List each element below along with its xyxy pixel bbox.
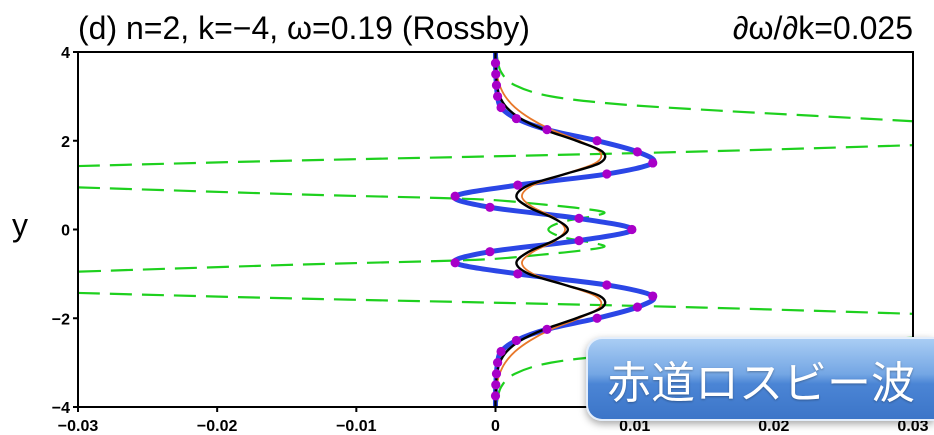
x-tick-label: 0 (491, 418, 500, 435)
data-point-marker (648, 158, 658, 168)
data-point-marker (542, 125, 552, 135)
data-point-marker (574, 235, 584, 246)
chart-title: (d) n=2, k=−4, ω=0.19 (Rossby) (78, 10, 530, 46)
data-point-marker (592, 313, 602, 323)
data-point-marker (602, 280, 612, 290)
data-point-marker (491, 369, 502, 379)
equatorial-rossby-wave-button[interactable]: 赤道ロスビー波 (586, 337, 934, 421)
data-point-marker (648, 291, 658, 301)
data-point-marker (511, 335, 521, 346)
data-point-marker (491, 380, 501, 390)
data-point-marker (491, 69, 501, 79)
data-point-marker (490, 391, 501, 401)
data-point-marker (491, 80, 502, 90)
dashed-line-series-1-branch-2 (78, 144, 913, 168)
data-point-marker (542, 324, 552, 334)
line-series-4 (494, 52, 607, 407)
data-point-marker (490, 58, 501, 68)
data-point-marker (450, 258, 460, 268)
y-axis-label: y (12, 207, 28, 243)
y-axis: 4 2 0 −2 −4 (52, 45, 78, 417)
dashed-line-series-1-branch-3 (78, 186, 606, 273)
data-point-marker (485, 202, 495, 212)
data-point-marker (632, 147, 643, 157)
chart-title-right: ∂ω/∂k=0.025 (733, 10, 913, 46)
data-point-marker (513, 180, 523, 190)
data-point-marker (632, 302, 643, 312)
x-axis: −0.03 −0.02 −0.01 0 0.01 0.02 0.03 (58, 407, 929, 435)
data-point-marker (492, 91, 503, 101)
y-tick-label: 4 (61, 45, 70, 62)
y-tick-label: 0 (61, 223, 70, 240)
data-point-marker (496, 346, 506, 357)
data-point-marker (511, 113, 521, 124)
data-point-marker (485, 247, 495, 257)
x-tick-label: 0.02 (758, 418, 789, 435)
y-tick-label: 2 (61, 134, 70, 151)
x-tick-label: −0.01 (336, 418, 377, 435)
data-point-marker (627, 224, 637, 235)
dashed-line-series-1-branch-4 (78, 291, 913, 315)
data-point-marker (450, 191, 460, 201)
x-tick-label: −0.03 (58, 418, 99, 435)
y-tick-label: −4 (52, 400, 70, 417)
equatorial-rossby-wave-button-label: 赤道ロスビー波 (607, 358, 915, 409)
x-tick-label: −0.02 (197, 418, 238, 435)
data-point-marker (592, 136, 602, 146)
y-tick-label: −2 (52, 311, 70, 328)
data-point-marker (574, 213, 584, 224)
x-tick-label: 0.03 (897, 418, 928, 435)
data-point-marker (513, 269, 523, 279)
data-point-marker (492, 358, 503, 368)
data-point-marker (496, 102, 506, 113)
line-series-3 (494, 52, 603, 407)
x-tick-label: 0.01 (619, 418, 650, 435)
plot-markers (450, 58, 658, 401)
dashed-line-series-1-branch-1 (495, 56, 913, 123)
data-point-marker (602, 169, 612, 179)
